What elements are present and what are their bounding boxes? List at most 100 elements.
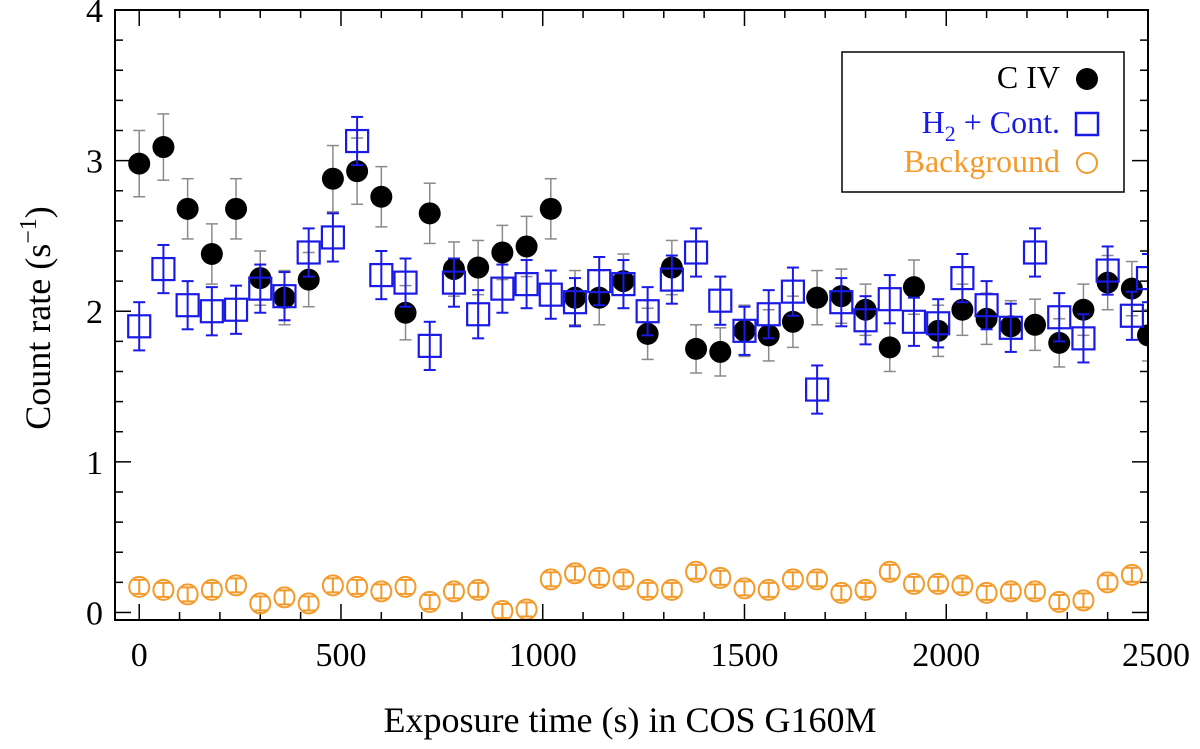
- h2-point: [805, 377, 830, 402]
- plot-area: [127, 113, 1148, 620]
- background-error-bar: [980, 584, 993, 601]
- h2-point: [441, 270, 467, 295]
- background-error-bar: [883, 563, 896, 580]
- background-point: [225, 574, 248, 597]
- legend-marker-h2: [1074, 111, 1100, 137]
- background-error-bar: [956, 577, 969, 594]
- background-error-bar: [205, 581, 218, 598]
- h2-point: [974, 293, 999, 318]
- background-error-bar: [496, 602, 509, 619]
- h2-error-bar: [351, 115, 364, 167]
- x-axis-title: Exposure time (s) in COS G160M: [384, 700, 877, 740]
- background-point: [660, 578, 683, 601]
- background-point: [1048, 590, 1071, 613]
- h2-point: [151, 256, 176, 282]
- background-error-bar: [302, 595, 315, 612]
- h2-error-bar: [593, 256, 606, 307]
- background-error-bar: [472, 581, 485, 598]
- h2-error-bar: [254, 263, 267, 314]
- h2-point: [611, 272, 636, 297]
- h2-point: [345, 128, 370, 154]
- background-point: [854, 578, 877, 601]
- h2-point: [248, 276, 273, 301]
- background-error-bar: [399, 578, 412, 595]
- h2-point: [732, 318, 757, 343]
- h2-point: [466, 302, 491, 327]
- background-error-bar: [569, 565, 582, 582]
- h2-error-bar: [932, 298, 945, 349]
- background-point: [442, 580, 465, 603]
- y-axis: 0 1 2 3 4: [86, 0, 1148, 632]
- h2-error-bar: [326, 212, 339, 263]
- h2-point: [417, 333, 442, 358]
- h2-point: [901, 309, 927, 334]
- background-point: [200, 578, 223, 601]
- h2-error-bar: [690, 227, 703, 278]
- h2-point: [320, 225, 345, 250]
- h2-error-bar: [496, 263, 509, 314]
- background-error-bar: [932, 575, 945, 592]
- x-tick-label: 500: [315, 637, 366, 674]
- background-point: [370, 580, 393, 603]
- background-error-bar: [326, 577, 339, 594]
- h2-point: [296, 240, 321, 265]
- background-point: [927, 572, 950, 595]
- background-point: [418, 590, 441, 613]
- civ-point: [467, 256, 490, 279]
- background-error-bar: [1029, 583, 1042, 600]
- legend-label-background: Background: [904, 143, 1060, 179]
- h2-point: [1071, 326, 1096, 351]
- background-error-bar: [278, 589, 291, 606]
- h2-error-bar: [786, 266, 799, 317]
- background-error-bar: [714, 569, 727, 586]
- background-error-bar: [738, 580, 751, 597]
- background-error-bar: [811, 571, 824, 588]
- background-error-bar: [133, 578, 146, 595]
- background-error-bar: [617, 571, 630, 588]
- h2-error-bar: [569, 277, 582, 328]
- civ-point: [806, 286, 829, 309]
- background-error-bar: [641, 581, 654, 598]
- background-point: [273, 586, 296, 609]
- h2-error-bar: [181, 280, 194, 331]
- background-point: [1096, 571, 1119, 594]
- civ-point: [200, 243, 223, 265]
- x-tick-label: 1000: [509, 637, 577, 674]
- background-error-bar: [544, 571, 557, 588]
- background-point: [636, 578, 659, 601]
- civ-point: [685, 337, 708, 360]
- background-point: [394, 575, 417, 598]
- h2-error-bar: [472, 289, 485, 340]
- h2-point: [562, 290, 588, 315]
- background-point: [467, 578, 490, 601]
- h2-error-bar: [859, 295, 872, 346]
- h2-error-bar: [278, 271, 291, 322]
- background-point: [830, 581, 853, 604]
- plot-frame: [114, 9, 1149, 621]
- legend-marker-civ: [1076, 68, 1098, 90]
- h2-error-bar: [641, 286, 654, 337]
- h2-point: [780, 279, 806, 304]
- h2-error-bar: [738, 305, 751, 356]
- background-error-bar: [254, 595, 267, 612]
- civ-point: [491, 241, 514, 264]
- background-error-bar: [423, 593, 436, 610]
- civ-point: [152, 136, 175, 159]
- background-error-bar: [907, 575, 920, 592]
- h2-error-bar: [811, 364, 824, 415]
- background-error-bar: [181, 586, 194, 603]
- background-point: [588, 566, 611, 589]
- h2-error-bar: [665, 254, 678, 305]
- civ-point: [878, 336, 901, 359]
- h2-error-bar: [133, 301, 146, 352]
- h2-point: [1095, 258, 1120, 283]
- legend-marker-background: [1076, 152, 1098, 174]
- background-error-bar: [1125, 566, 1138, 583]
- h2-point: [1047, 305, 1072, 330]
- h2-error-bar: [1004, 302, 1017, 353]
- h2-point: [659, 267, 684, 292]
- x-tick-label: 2500: [1122, 637, 1190, 674]
- civ-point: [951, 298, 974, 321]
- civ-point: [370, 185, 393, 208]
- h2-error-bar: [375, 249, 388, 301]
